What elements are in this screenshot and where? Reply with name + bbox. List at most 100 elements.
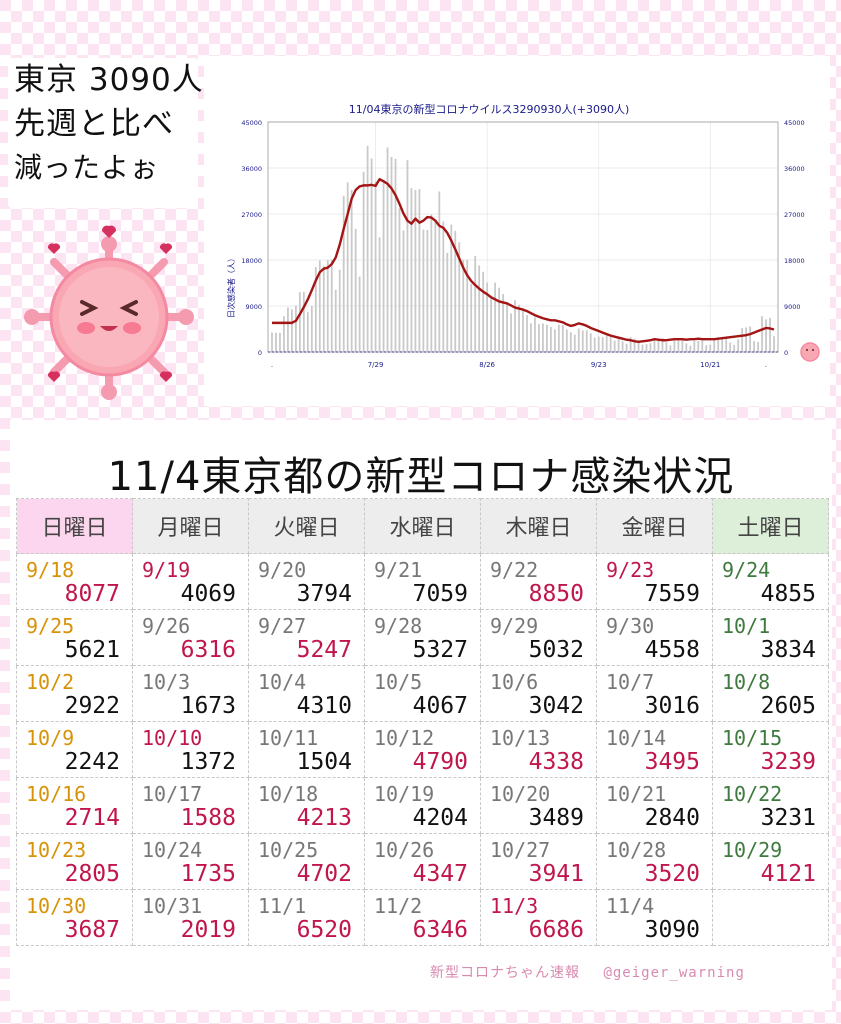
day-cell: 10/22 3231 [712,777,829,834]
day-case-count: 5621 [64,637,120,663]
bar [757,342,759,352]
bar [390,157,393,352]
bar [398,208,401,352]
y-axis-label: 日次感染者（人） [226,254,236,318]
day-cell: 11/1 6520 [248,889,365,946]
speech-line-2: 先週と比べ [14,106,174,142]
bar [557,324,560,352]
day-cell: 10/31 2019 [132,889,249,946]
weekday-header: 火曜日 [248,498,365,554]
bar [522,308,524,352]
day-cell: 10/6 3042 [480,665,597,722]
bar [697,341,700,352]
day-cell: 10/18 4213 [248,777,365,834]
day-cell: 10/14 3495 [596,721,713,778]
bar [287,307,289,352]
bar [641,344,644,352]
bar [593,337,596,352]
bar [693,341,696,352]
y-tick-label-left: 45000 [241,119,262,127]
day-date: 10/30 [26,894,87,918]
bar [553,329,556,352]
table-row: 9/25 5621 9/26 6316 9/27 5247 9/28 5327 9/29 5032… [16,609,829,666]
bar [613,340,616,352]
bar [450,224,453,352]
bar [426,230,429,352]
bar [291,309,293,352]
day-date: 9/30 [606,614,655,638]
day-case-count: 2840 [644,805,700,831]
weekday-header: 日曜日 [16,498,133,554]
day-case-count: 4558 [644,637,700,663]
bar [346,182,349,352]
virus-mascot-illustration [14,222,204,412]
bar [510,313,512,352]
day-cell: 10/12 4790 [364,721,481,778]
bar [773,336,775,352]
day-case-count: 2242 [64,749,120,775]
day-date: 10/15 [722,726,783,750]
day-case-count: 1504 [296,749,352,775]
day-case-count: 3520 [644,861,700,887]
day-date: 11/1 [258,894,307,918]
day-date: 10/28 [606,838,667,862]
case-chart: 11/04東京の新型コロナウイルス3290930人(+3090人) 日次感染者（… [204,56,830,406]
day-case-count: 4310 [296,693,352,719]
day-case-count: 2922 [64,693,120,719]
day-cell: 10/23 2805 [16,833,133,890]
day-date: 9/22 [490,558,539,582]
credit-handle: @geiger_warning [603,965,745,981]
y-tick-label-right: 36000 [784,165,805,173]
bar [637,340,640,352]
chart-svg: 11/04東京の新型コロナウイルス3290930人(+3090人) 日次感染者（… [226,102,820,369]
bar [737,339,740,352]
bar [494,282,497,352]
day-cell: 9/29 5032 [480,609,597,666]
y-tick-label-right: 27000 [784,211,805,219]
bar [374,181,377,352]
bar [402,230,405,352]
day-cell: 10/15 3239 [712,721,829,778]
y-tick-label-left: 0 [258,349,262,357]
bar [753,341,755,352]
day-case-count: 1735 [180,861,236,887]
bar [769,317,771,352]
day-date: 10/19 [374,782,435,806]
day-cell: 11/4 3090 [596,889,713,946]
table-header-row: 日曜日 月曜日 火曜日 水曜日 木曜日 金曜日 土曜日 [16,498,829,554]
bar [394,158,397,352]
weekday-header: 土曜日 [712,498,829,554]
day-date: 10/17 [142,782,203,806]
day-cell: 10/17 1588 [132,777,249,834]
bar [534,317,536,352]
day-case-count: 4790 [412,749,468,775]
bar [271,332,273,352]
bar [438,191,441,352]
day-case-count: 5327 [412,637,468,663]
day-date: 10/14 [606,726,667,750]
day-case-count: 4069 [180,581,236,607]
day-case-count: 4121 [760,861,816,887]
bar [665,342,668,352]
bar [354,228,357,352]
day-date: 10/11 [258,726,319,750]
day-case-count: 3042 [528,693,584,719]
table-row: 10/23 2805 10/24 1735 10/25 4702 10/26 4347 10/2… [16,833,829,890]
day-cell: 10/25 4702 [248,833,365,890]
bar [645,344,648,352]
day-case-count: 4855 [760,581,816,607]
bar [681,338,684,352]
bar [601,337,604,352]
x-tick-label: . [765,361,767,369]
bar [334,289,337,352]
day-cell: 9/21 7059 [364,553,481,610]
day-date: 10/22 [722,782,783,806]
day-case-count: 6346 [412,917,468,943]
bar [502,294,504,352]
bar [362,171,365,352]
y-tick-label-left: 18000 [241,257,262,265]
day-cell: 9/27 5247 [248,609,365,666]
bar [418,189,421,352]
table-row: 10/30 3687 10/31 2019 11/1 6520 11/2 6346 11/3 66… [16,889,829,946]
bar [565,329,568,352]
